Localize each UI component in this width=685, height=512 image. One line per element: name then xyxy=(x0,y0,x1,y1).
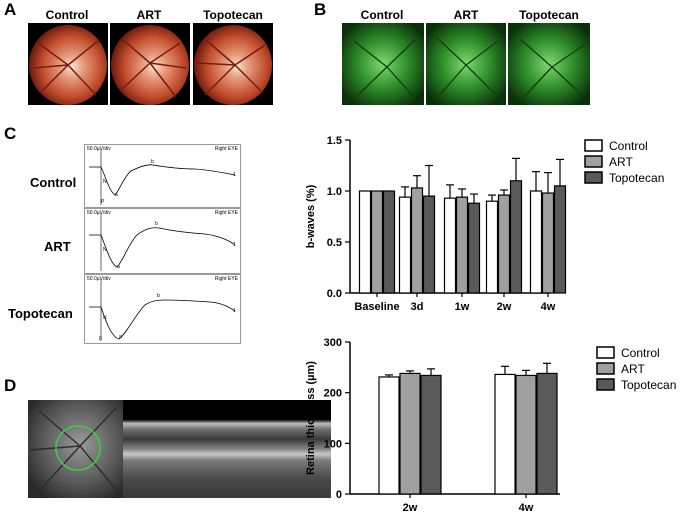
fundus-label-control: Control xyxy=(45,8,89,22)
erg-wave-b: b xyxy=(157,293,160,299)
erg-trace-control: 50.0µV/div Right EYE N a b P 1 xyxy=(84,144,241,208)
bar-art xyxy=(370,190,384,294)
erg-scale-text: 50.0µV/div xyxy=(87,276,111,282)
legend-label-topotecan: Topotecan xyxy=(609,171,664,185)
erg-trace-art: 50.0µV/div Right EYE N a b 1 xyxy=(84,208,241,274)
y-tick-label: 1.0 xyxy=(327,186,342,198)
bar-control xyxy=(358,190,372,294)
fundus-image-art xyxy=(110,23,190,105)
y-tick-label: 0.5 xyxy=(327,237,342,249)
fundus-image-topotecan xyxy=(193,23,273,105)
erg-label-art: ART xyxy=(44,239,71,254)
x-tick-label: 3d xyxy=(411,301,424,313)
bar-control xyxy=(494,373,516,495)
bar-control xyxy=(378,376,400,495)
erg-wave-a: a xyxy=(119,334,122,340)
erg-wave-1: 1 xyxy=(233,242,236,248)
y-tick-label: 100 xyxy=(324,438,342,450)
fundus-image-control xyxy=(28,23,108,105)
legend-label-art: ART xyxy=(621,362,645,376)
bar-topotecan xyxy=(467,202,481,294)
panel-letter-b: B xyxy=(314,0,327,19)
fa-image-art xyxy=(426,23,506,105)
bar-topotecan xyxy=(382,190,396,294)
erg-scale-text: 50.0µV/div xyxy=(87,146,111,152)
erg-wave-n: N xyxy=(103,315,107,321)
x-tick-label: 2w xyxy=(403,502,418,512)
x-tick-label: Baseline xyxy=(354,301,399,313)
erg-wave-n: N xyxy=(103,179,107,185)
erg-eye-text: Right EYE xyxy=(214,146,238,152)
erg-eye-text: Right EYE xyxy=(214,210,238,216)
legend-label-topotecan: Topotecan xyxy=(621,378,676,392)
bar-topotecan xyxy=(536,372,558,495)
y-tick-label: 1.5 xyxy=(327,135,342,147)
oct-fundus-image xyxy=(28,400,123,498)
erg-wave-a: a xyxy=(115,192,118,198)
erg-wave-p: P xyxy=(101,199,105,205)
y-axis-label: b-waves (%) xyxy=(305,184,317,248)
y-axis-label: Retina thickness (µm) xyxy=(305,361,317,475)
fundus-label-art: ART xyxy=(136,8,162,22)
chart-retina-thickness: 0 100 200 300 Retina thickness (µm) 2w 4w Cont… xyxy=(305,337,676,512)
fundus-label-topotecan: Topotecan xyxy=(203,8,263,22)
erg-label-topotecan: Topotecan xyxy=(8,306,73,321)
legend-swatch-control xyxy=(584,139,603,152)
erg-wave-n: N xyxy=(103,247,107,253)
x-tick-label: 2w xyxy=(497,301,512,313)
bar-art xyxy=(541,192,555,294)
fa-label-art: ART xyxy=(453,8,479,22)
x-tick-label: 4w xyxy=(541,301,556,313)
y-tick-label: 300 xyxy=(324,337,342,349)
fa-image-topotecan xyxy=(508,23,590,105)
bar-art xyxy=(399,372,421,495)
legend-label-art: ART xyxy=(609,155,633,169)
legend-swatch-control xyxy=(596,346,615,359)
bar-art xyxy=(455,196,469,294)
erg-wave-a: a xyxy=(117,264,120,270)
oct-bscan-image xyxy=(123,400,331,498)
y-tick-label: 0.0 xyxy=(327,288,342,300)
bar-topotecan xyxy=(553,185,567,294)
panel-letter-a: A xyxy=(4,0,17,19)
legend-swatch-art xyxy=(584,155,603,168)
bar-control xyxy=(529,190,543,294)
panel-letter-c: C xyxy=(4,124,17,143)
erg-wave-1: 1 xyxy=(233,308,236,314)
bar-control xyxy=(398,196,412,294)
legend-swatch-art xyxy=(596,362,615,375)
erg-wave-1: 1 xyxy=(233,172,236,178)
legend-swatch-topotecan xyxy=(596,378,615,391)
bar-topotecan xyxy=(420,374,442,495)
y-tick-label: 200 xyxy=(324,388,342,400)
erg-wave-zero: 0 xyxy=(99,336,102,342)
fa-image-control xyxy=(342,23,424,105)
erg-wave-b: b xyxy=(151,159,154,165)
erg-wave-b: b xyxy=(155,221,158,227)
legend-label-control: Control xyxy=(609,139,648,153)
bar-topotecan xyxy=(509,180,523,294)
bar-topotecan xyxy=(422,195,436,294)
panel-letter-d: D xyxy=(4,376,17,395)
erg-eye-text: Right EYE xyxy=(214,276,238,282)
chart-b-waves: 0.00.51.01.5b-waves (%)Baseline 3d 1w 2w 4w … xyxy=(305,135,664,313)
x-tick-label: 4w xyxy=(519,502,534,512)
erg-scale-text: 50.0µV/div xyxy=(87,210,111,216)
bar-control xyxy=(485,200,499,294)
legend-label-control: Control xyxy=(621,346,660,360)
fa-label-control: Control xyxy=(360,8,404,22)
bar-art xyxy=(515,374,537,495)
x-tick-label: 1w xyxy=(455,301,470,313)
bar-control xyxy=(443,197,457,294)
bar-art xyxy=(410,187,424,294)
erg-trace-topotecan: 50.0µV/div Right EYE N a b 0 1 xyxy=(84,274,241,344)
oct-scan-ring xyxy=(55,425,101,471)
bar-art xyxy=(497,194,511,294)
y-tick-label: 0 xyxy=(336,489,342,501)
legend-swatch-topotecan xyxy=(584,171,603,184)
fa-label-topotecan: Topotecan xyxy=(519,8,579,22)
erg-label-control: Control xyxy=(30,175,77,190)
